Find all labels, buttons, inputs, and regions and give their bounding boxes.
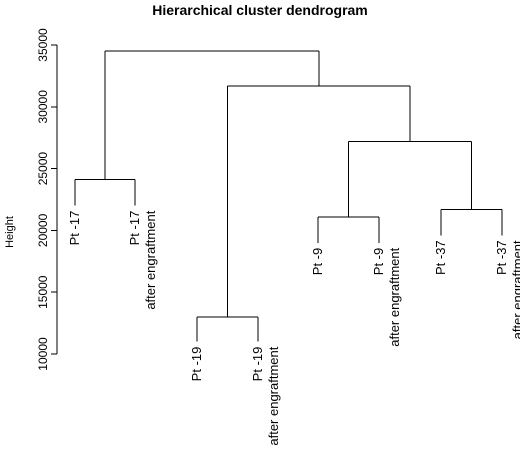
- leaf-label: after engraftment: [510, 240, 520, 339]
- leaf-label: Pt -9: [310, 248, 325, 275]
- leaf-label: after engraftment: [387, 247, 402, 346]
- y-tick-label: 10000: [36, 337, 50, 371]
- leaf-label: Pt -19: [250, 347, 265, 382]
- leaf-label: Pt -19: [189, 347, 204, 382]
- y-tick-label: 20000: [36, 213, 50, 247]
- y-axis: 10000 15000 20000 25000 30000 35000: [36, 28, 58, 371]
- leaf-label: Pt -17: [67, 211, 82, 246]
- dendrogram-links: [74, 50, 503, 342]
- leaf-label: after engraftment: [266, 346, 281, 445]
- leaf-label: after engraftment: [143, 210, 158, 309]
- y-tick-label: 15000: [36, 275, 50, 309]
- leaf-label: Pt -17: [127, 211, 142, 246]
- leaf-label: Pt -37: [494, 240, 509, 275]
- y-tick-label: 25000: [36, 152, 50, 186]
- y-axis-label: Height: [4, 216, 16, 248]
- chart-title: Hierarchical cluster dendrogram: [152, 2, 368, 18]
- y-tick-label: 30000: [36, 90, 50, 124]
- leaf-label: Pt -37: [433, 240, 448, 275]
- y-tick-label: 35000: [36, 28, 50, 62]
- leaf-label: Pt -9: [371, 248, 386, 275]
